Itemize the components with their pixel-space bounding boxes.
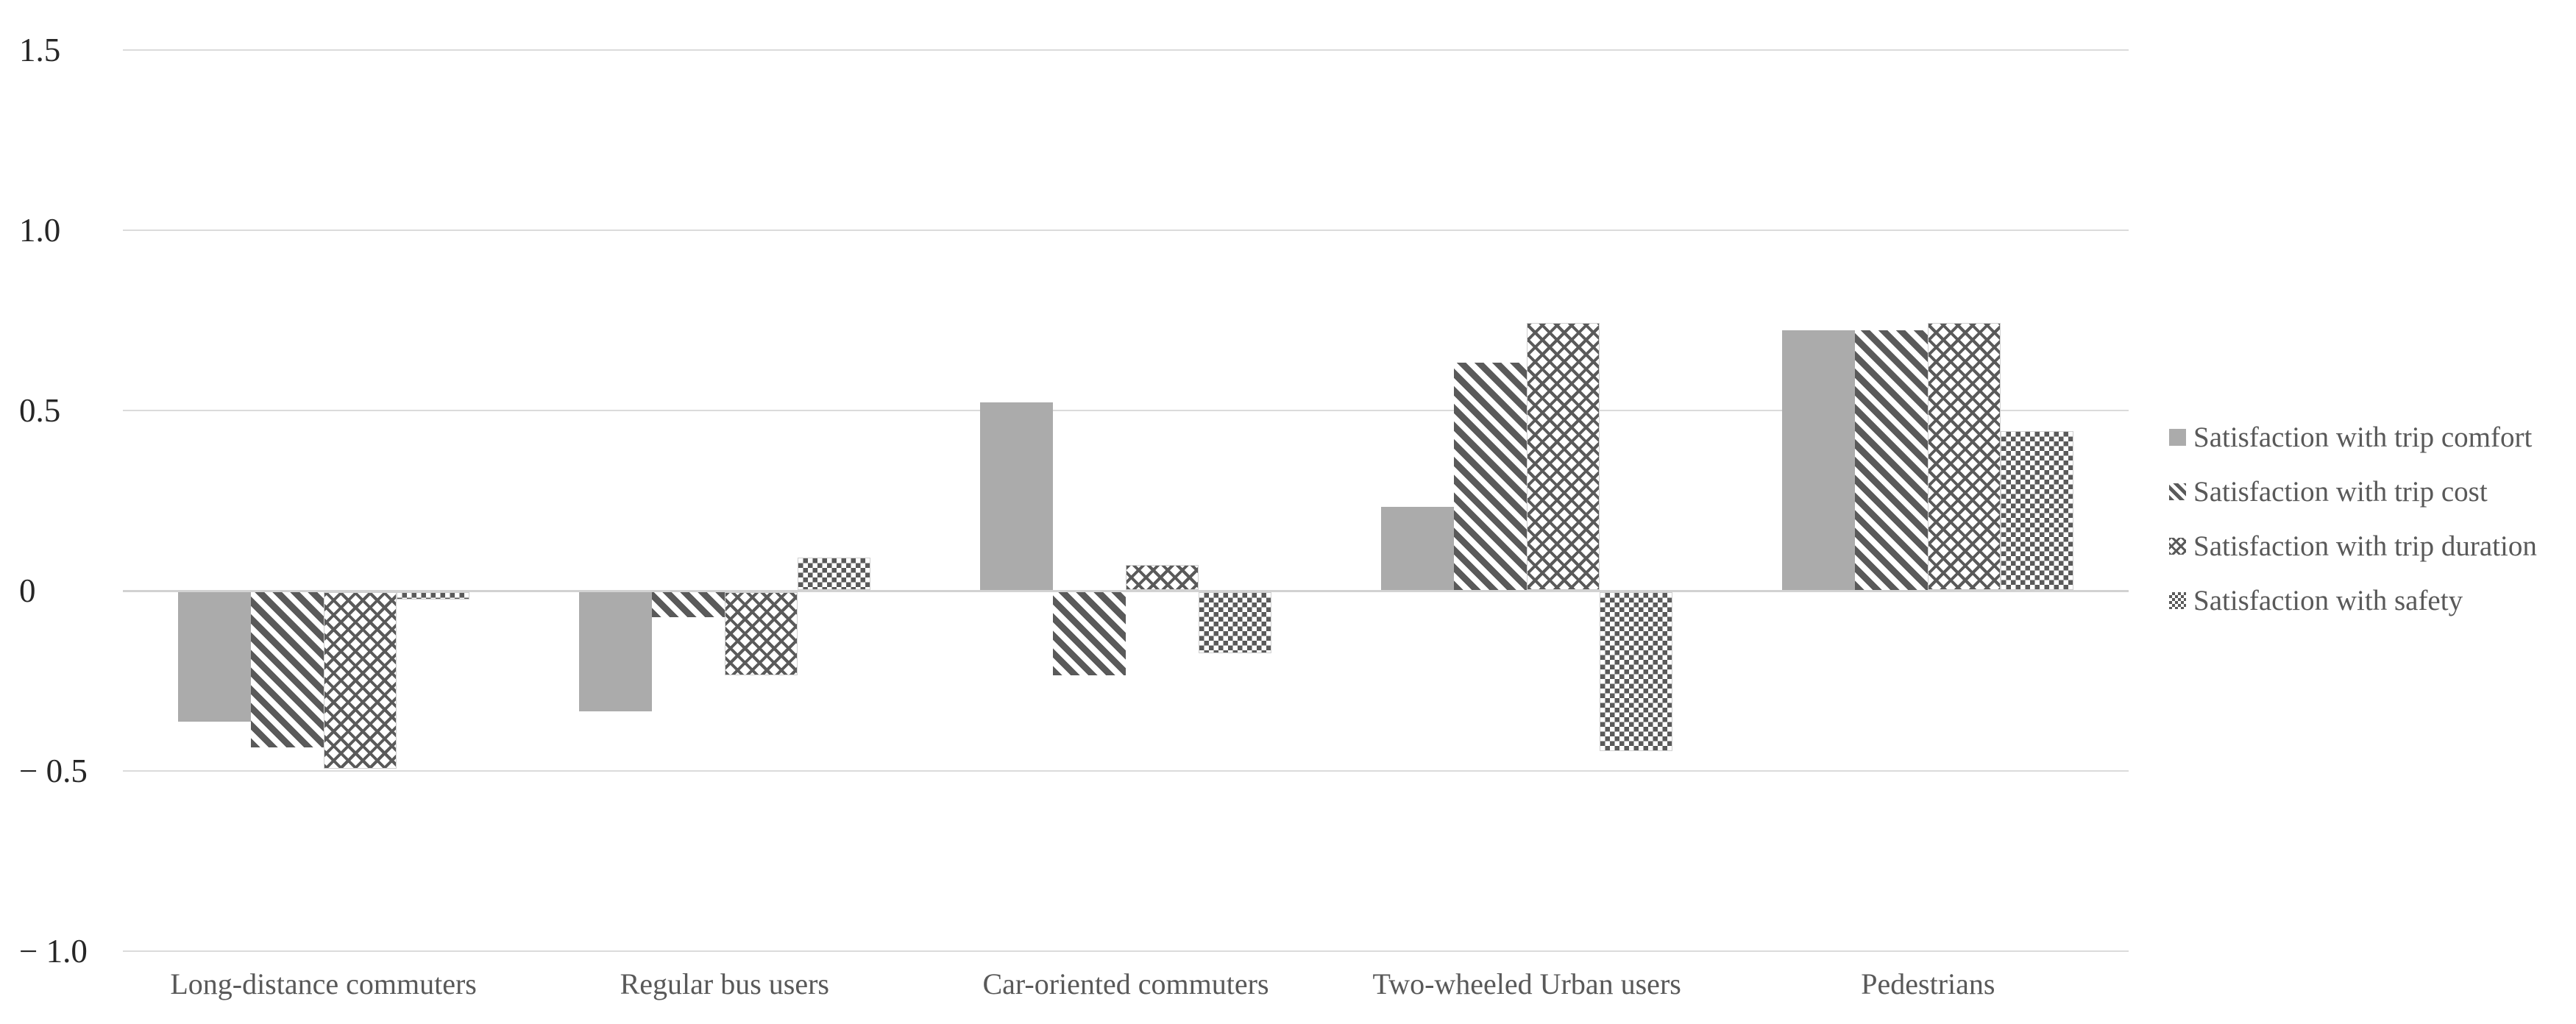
bar-checker-5	[2001, 431, 2074, 590]
legend-label: Satisfaction with trip cost	[2193, 475, 2488, 508]
legend-marker-checker-icon	[2169, 591, 2186, 609]
category-label-4: Two-wheeled Urban users	[1372, 967, 1681, 1000]
y-tick-label: 0.5	[19, 392, 61, 429]
bar-diagonal-4	[1454, 363, 1527, 590]
legend-label: Satisfaction with trip comfort	[2193, 421, 2533, 453]
gridline-y-− 0.5	[123, 770, 2129, 772]
category-label-1: Long-distance commuters	[170, 967, 477, 1000]
bar-checker-1	[396, 592, 469, 600]
bar-lattice-2	[724, 592, 798, 675]
legend-item-solid: Satisfaction with trip comfort	[2169, 410, 2566, 464]
gridline-y-0	[123, 590, 2129, 592]
gridline-y-0.5	[123, 410, 2129, 411]
bar-lattice-4	[1527, 323, 1600, 590]
y-tick-label: 1.5	[19, 32, 61, 68]
legend-marker-solid-icon	[2169, 428, 2186, 446]
legend-item-diagonal: Satisfaction with trip cost	[2169, 464, 2566, 519]
legend-marker-diagonal-icon	[2169, 483, 2186, 500]
bar-lattice-3	[1126, 564, 1199, 590]
bar-solid-4	[1381, 507, 1455, 590]
gridline-y-1.0	[123, 230, 2129, 231]
bar-lattice-1	[323, 592, 397, 769]
category-label-3: Car-oriented commuters	[982, 967, 1269, 1000]
category-label-2: Regular bus users	[620, 967, 829, 1000]
legend-item-checker: Satisfaction with safety	[2169, 573, 2566, 627]
bar-diagonal-3	[1053, 592, 1126, 675]
gridline-y-1.5	[123, 49, 2129, 51]
bar-diagonal-1	[250, 592, 324, 747]
legend-label: Satisfaction with trip duration	[2193, 530, 2537, 562]
bar-solid-5	[1782, 330, 1856, 590]
y-tick-label: − 1.0	[19, 933, 88, 970]
y-tick-label: − 0.5	[19, 753, 88, 789]
bar-solid-3	[980, 402, 1053, 590]
legend-marker-lattice-icon	[2169, 537, 2186, 555]
bar-checker-2	[797, 557, 870, 590]
bar-solid-2	[578, 592, 652, 711]
y-tick-label: 0	[19, 572, 36, 609]
legend-item-lattice: Satisfaction with trip duration	[2169, 519, 2566, 573]
category-label-5: Pedestrians	[1861, 967, 1995, 1000]
y-tick-label: 1.0	[19, 212, 61, 249]
legend-label: Satisfaction with safety	[2193, 584, 2463, 616]
bar-checker-3	[1199, 592, 1271, 654]
bar-diagonal-2	[651, 592, 725, 618]
bar-lattice-5	[1928, 323, 2001, 590]
bar-solid-1	[177, 592, 251, 722]
bar-diagonal-5	[1855, 330, 1929, 590]
bar-checker-4	[1600, 592, 1673, 751]
gridline-y-− 1.0	[123, 950, 2129, 952]
